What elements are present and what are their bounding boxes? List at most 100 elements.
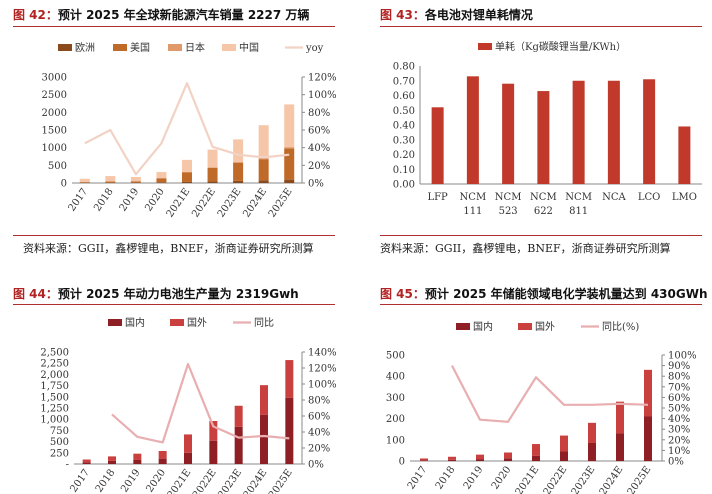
bar [448,456,456,460]
source-rule [13,235,335,236]
bar [258,159,269,181]
bar [182,171,192,173]
bar [105,181,116,183]
bar [234,426,243,464]
legend-label: 中国 [239,41,259,54]
bar [233,180,244,183]
x-tick-label: 2017 [406,464,430,491]
y2-tick-label: 60% [668,393,690,404]
bar [572,80,585,184]
bar [502,83,515,184]
bar [207,181,218,183]
title-rule [380,26,702,27]
x-tick-label: 2018 [92,186,116,213]
bar [79,182,90,183]
bar [156,178,167,183]
legend-label: 国内 [473,320,493,333]
y2-tick-label: 50% [668,404,690,415]
bar [207,167,218,168]
y-tick-label: 750 [50,426,69,437]
y-tick-label: 0.50 [393,106,415,117]
y-tick-label: 3000 [42,73,67,84]
y2-tick-label: 80% [308,396,330,407]
y-tick-label: 0.40 [393,121,415,132]
bar [466,76,479,184]
title-rule [13,304,335,305]
x-tick-label: 2023E [216,467,244,494]
bar [79,178,90,182]
bar [130,176,141,182]
bar [537,91,550,184]
figure-title: 各电池对锂单耗情况 [424,8,533,22]
y2-tick-label: 10% [668,446,690,457]
x-tick-label: NCM [460,192,487,203]
bar [420,460,428,461]
legend-label: 单耗（Kg碳酸锂当量/KWh） [495,40,626,53]
y-tick-label: 0.00 [393,180,415,191]
x-tick-label: 622 [534,206,553,217]
bar [476,454,484,460]
y-tick-label: 1000 [42,143,67,154]
bar [431,107,444,184]
x-tick-label: 2023E [216,186,244,219]
source-rule [380,235,702,236]
y-tick-label: 1,500 [40,392,69,403]
bar [108,456,116,461]
x-tick-label: 2020 [490,464,514,491]
bar [156,172,167,179]
y2-tick-label: 100% [308,90,337,101]
y-tick-label: - [66,460,69,471]
x-tick-label: 2025E [267,467,295,494]
bar [607,80,620,184]
bar [133,453,142,460]
bar [260,414,268,464]
bar [82,459,91,463]
x-tick-label: 2021E [165,186,193,219]
y-tick-label: 0 [399,457,405,468]
bar [182,159,192,172]
x-tick-label: 2017 [69,467,93,494]
y-tick-label: 0.10 [393,165,415,176]
y-tick-label: 0.20 [393,150,415,161]
bar [285,397,294,464]
bar [616,433,624,461]
bar [258,158,269,160]
bar [184,452,192,464]
x-tick-label: 2022E [191,467,219,494]
bar [207,167,218,182]
panel-45: 图 45：预计 2025 年储能领域电化学装机量达到 430GWh 0 100 20… [370,282,712,494]
legend-label: yoy [305,43,324,54]
y2-tick-label: 120% [308,364,337,375]
bar [284,179,295,183]
y2-tick-label: 80% [668,372,690,383]
y2-tick-label: 20% [308,444,330,455]
y-tick-label: 2,000 [40,370,69,381]
y2-tick-label: 80% [308,108,330,119]
figure-number: 图 44： [13,287,58,301]
x-tick-label: NCA [602,192,626,203]
panel-44: 图 44：预计 2025 年动力电池生产量为 2319Gwh -250 500 75… [0,282,350,494]
x-tick-label: 811 [569,206,588,217]
bar [234,405,243,427]
panel-43: 图 43：各电池对锂单耗情况 0.00 0.10 0.20 0.30 0.40 0.50 0… [370,0,712,260]
panel-42: 图 42：预计 2025 年全球新能源汽车销量 2227 万辆 0 500 1000… [0,0,350,260]
bar [209,420,218,441]
figure-number: 图 43： [380,8,425,22]
x-tick-label: 523 [499,206,518,217]
y2-tick-label: 60% [308,412,330,423]
legend-label: 美国 [130,41,150,54]
x-tick-label: 2018 [94,467,118,494]
figure-title: 预计 2025 年动力电池生产量为 2319Gwh [57,287,299,301]
y2-tick-label: 90% [668,361,690,372]
y-tick-label: 300 [386,393,405,404]
x-tick-label: 2022E [542,464,570,494]
bar [560,435,568,452]
bar [158,458,167,464]
y2-tick-label: 100% [668,351,697,362]
y-tick-label: 1,250 [40,404,69,415]
y2-tick-label: 0% [668,457,684,468]
y-tick-label: 250 [50,448,69,459]
y-tick-label: 500 [48,161,67,172]
bar [133,459,142,464]
bar [532,455,540,461]
